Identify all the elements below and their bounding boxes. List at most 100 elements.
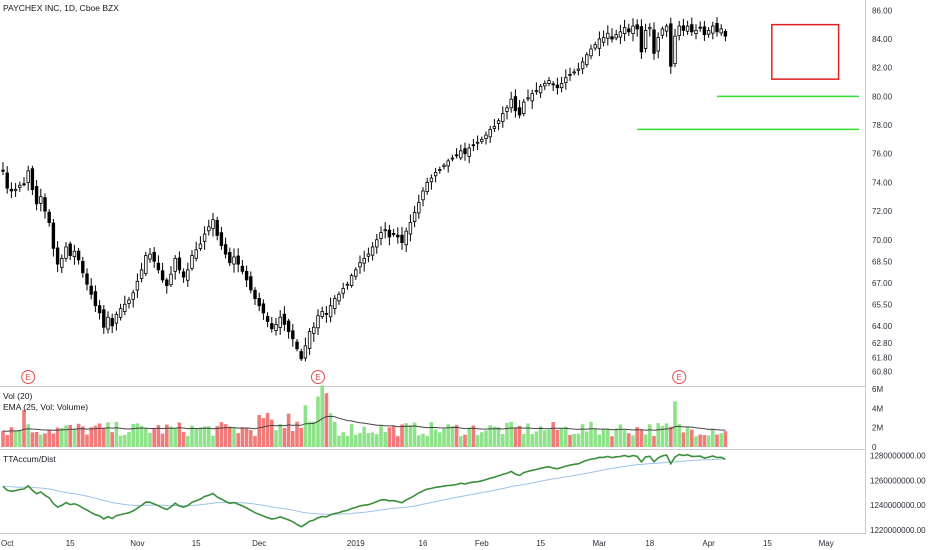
candle-body [291,330,295,340]
candle [513,89,518,118]
candle [278,310,282,335]
candle-body [236,255,240,265]
candle [261,299,266,320]
volume-bar [425,435,429,447]
candle [412,205,417,228]
candle-body [307,331,312,349]
candle [496,118,501,131]
volume-bar [555,429,560,447]
candle [1,162,5,175]
volume-bar [81,426,85,447]
candle [480,136,484,144]
highlight-box[interactable] [771,23,840,80]
volume-tick-label: 0 [872,443,877,452]
candle-body [421,190,425,201]
candle [459,144,463,161]
earnings-marker-circle [21,370,36,384]
candle-body [223,244,228,255]
price-tick-label: 65.50 [872,300,893,309]
candle [215,216,219,241]
candle [9,182,14,199]
price-axis[interactable]: 86.00 84.00 82.00 80.00 78.00 76.00 74.00 72.00… [870,6,926,534]
candle [114,311,119,331]
candle [249,271,253,294]
candle-body [110,318,114,327]
time-axis[interactable]: Oct 15 Nov 15 Dec 2019 16 Feb 15 Mar 18 Apr 15 May [1,539,834,548]
volume-bar [702,435,707,447]
volume-bar [610,436,614,447]
time-tick-label: Dec [252,539,266,548]
candle-body [358,262,362,268]
candle-body [228,252,232,264]
candle [13,182,18,197]
candle-body [555,84,560,89]
candle-body [312,326,316,334]
candle [316,309,320,335]
candle [144,251,148,277]
volume-bar [677,424,681,447]
candle-body [341,288,345,294]
candle [270,316,274,333]
candle-body [719,28,723,34]
candle [601,30,606,47]
earnings-marker-circle [672,370,687,384]
candle-body [81,260,85,274]
volume-bar [454,424,459,447]
earnings-marker[interactable]: E [311,370,325,384]
candle-body [723,31,728,37]
volume-bar [110,432,114,447]
candle-body [576,68,581,71]
candle [97,300,102,320]
candle-body [543,83,547,87]
candle [492,119,497,133]
time-tick-label: 15 [763,539,772,548]
candle [438,166,442,174]
volume-bar [236,433,240,447]
volume-bar [446,424,450,447]
candle-body [265,315,270,322]
volume-bar [564,426,568,447]
candle-body [379,232,383,239]
candle-body [694,29,698,34]
volume-bar [127,431,131,447]
candle-body [547,80,551,84]
volume-bar [631,435,635,447]
candle [694,24,698,40]
candle-body [408,222,413,235]
volume-bar [656,423,660,447]
volume-bar [375,434,379,447]
candle [534,82,539,95]
volume-bar [618,424,623,447]
candle-body [9,188,14,192]
volume-bar [9,427,14,447]
candle [429,174,434,190]
candle [177,251,182,274]
volume-bar [622,430,627,447]
volume-bar [265,412,270,447]
candle-body [261,303,266,314]
candle-body [538,85,543,94]
candle-body [652,29,656,54]
candle-body [475,141,480,144]
earnings-marker[interactable]: E [21,370,36,384]
volume-bar [64,425,68,447]
candle [669,17,673,74]
volume-bar [559,428,564,447]
candle [328,297,333,323]
candle-body [606,32,610,39]
candle [320,306,324,320]
candle-body [18,184,22,188]
candle-body [144,255,148,274]
accum-dist-lines [2,453,726,528]
candle [417,194,421,219]
earnings-marker[interactable]: E [672,370,687,384]
accum-pane-title: TTAccum/Dist [3,454,56,464]
candle [370,242,375,261]
candle-body [627,28,631,33]
candle [307,328,312,356]
candle-body [64,246,68,259]
candle [677,20,681,41]
candle [425,177,429,195]
volume-bar [198,427,203,447]
